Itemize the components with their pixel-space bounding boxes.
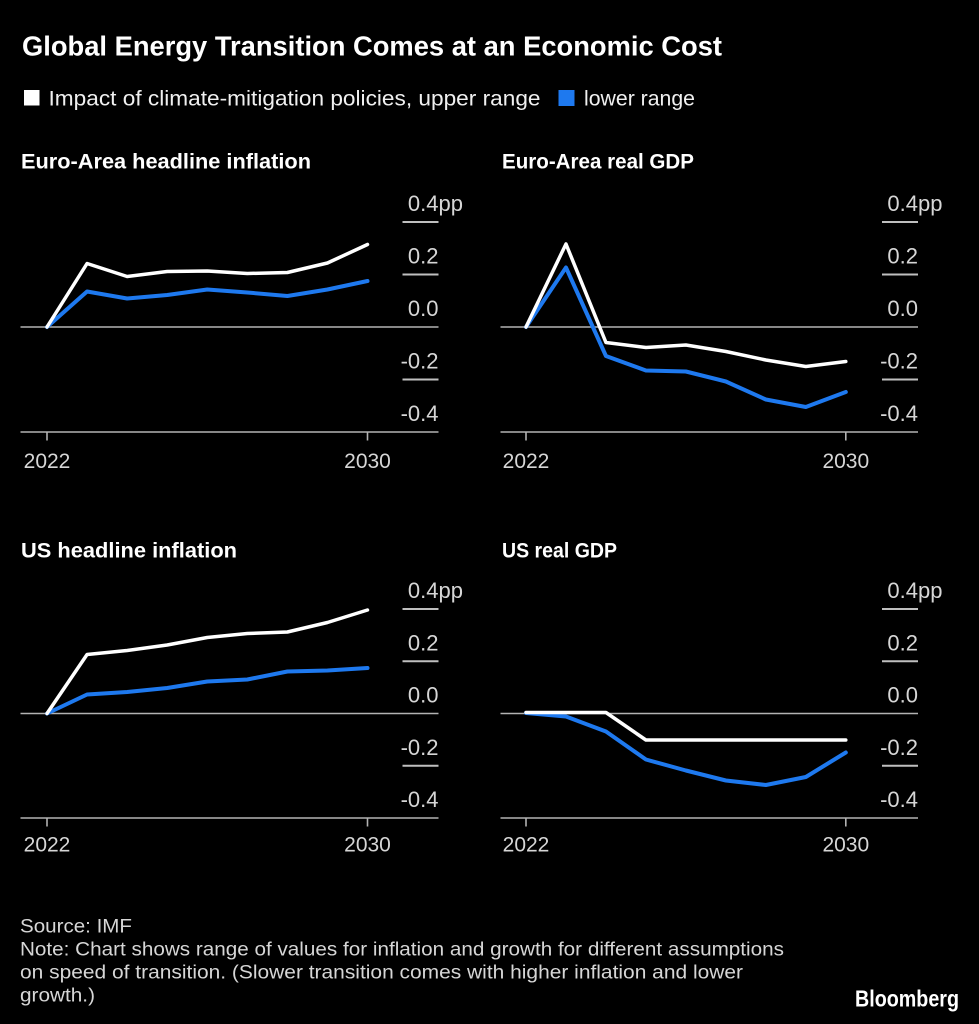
svg-text:Euro-Area real GDP: Euro-Area real GDP	[502, 151, 694, 174]
svg-text:Note: Chart shows range of val: Note: Chart shows range of values for in…	[20, 939, 784, 961]
svg-text:2030: 2030	[822, 450, 869, 473]
svg-text:Impact of climate-mitigation p: Impact of climate-mitigation policies, u…	[49, 87, 541, 111]
svg-text:pp: pp	[439, 578, 463, 603]
svg-text:0.4: 0.4	[887, 578, 918, 603]
svg-text:0.4: 0.4	[408, 578, 439, 603]
svg-text:0.4: 0.4	[408, 191, 439, 216]
svg-text:lower range: lower range	[584, 87, 695, 111]
svg-text:pp: pp	[918, 191, 942, 216]
svg-text:Euro-Area headline inflation: Euro-Area headline inflation	[21, 151, 311, 174]
svg-text:0.0: 0.0	[887, 296, 918, 321]
svg-text:US real GDP: US real GDP	[502, 540, 617, 563]
svg-text:2030: 2030	[822, 834, 869, 857]
svg-text:2022: 2022	[503, 450, 550, 473]
svg-text:-0.4: -0.4	[401, 401, 439, 426]
svg-text:0.2: 0.2	[408, 244, 439, 269]
svg-text:0.2: 0.2	[887, 630, 918, 655]
svg-text:2030: 2030	[344, 834, 391, 857]
svg-text:2030: 2030	[344, 450, 391, 473]
svg-text:growth.): growth.)	[20, 985, 95, 1007]
svg-text:-0.2: -0.2	[880, 349, 918, 374]
svg-text:0.0: 0.0	[887, 683, 918, 708]
svg-text:on speed of transition. (Slowe: on speed of transition. (Slower transiti…	[20, 962, 744, 984]
svg-text:0.2: 0.2	[408, 630, 439, 655]
svg-text:US headline inflation: US headline inflation	[21, 540, 237, 563]
svg-text:-0.4: -0.4	[880, 787, 918, 812]
svg-text:-0.2: -0.2	[880, 735, 918, 760]
svg-text:-0.2: -0.2	[401, 349, 439, 374]
svg-text:Global Energy Transition Comes: Global Energy Transition Comes at an Eco…	[22, 31, 722, 62]
svg-text:2022: 2022	[24, 834, 71, 857]
svg-text:0.2: 0.2	[887, 244, 918, 269]
svg-text:Source: IMF: Source: IMF	[20, 916, 132, 938]
svg-text:pp: pp	[439, 191, 463, 216]
svg-text:-0.2: -0.2	[401, 735, 439, 760]
svg-text:Bloomberg: Bloomberg	[855, 986, 959, 1012]
svg-text:2022: 2022	[503, 834, 550, 857]
svg-text:0.0: 0.0	[408, 296, 439, 321]
svg-text:2022: 2022	[24, 450, 71, 473]
svg-text:-0.4: -0.4	[401, 787, 439, 812]
svg-text:-0.4: -0.4	[880, 401, 918, 426]
svg-text:0.0: 0.0	[408, 683, 439, 708]
svg-text:pp: pp	[918, 578, 942, 603]
svg-text:0.4: 0.4	[887, 191, 918, 216]
